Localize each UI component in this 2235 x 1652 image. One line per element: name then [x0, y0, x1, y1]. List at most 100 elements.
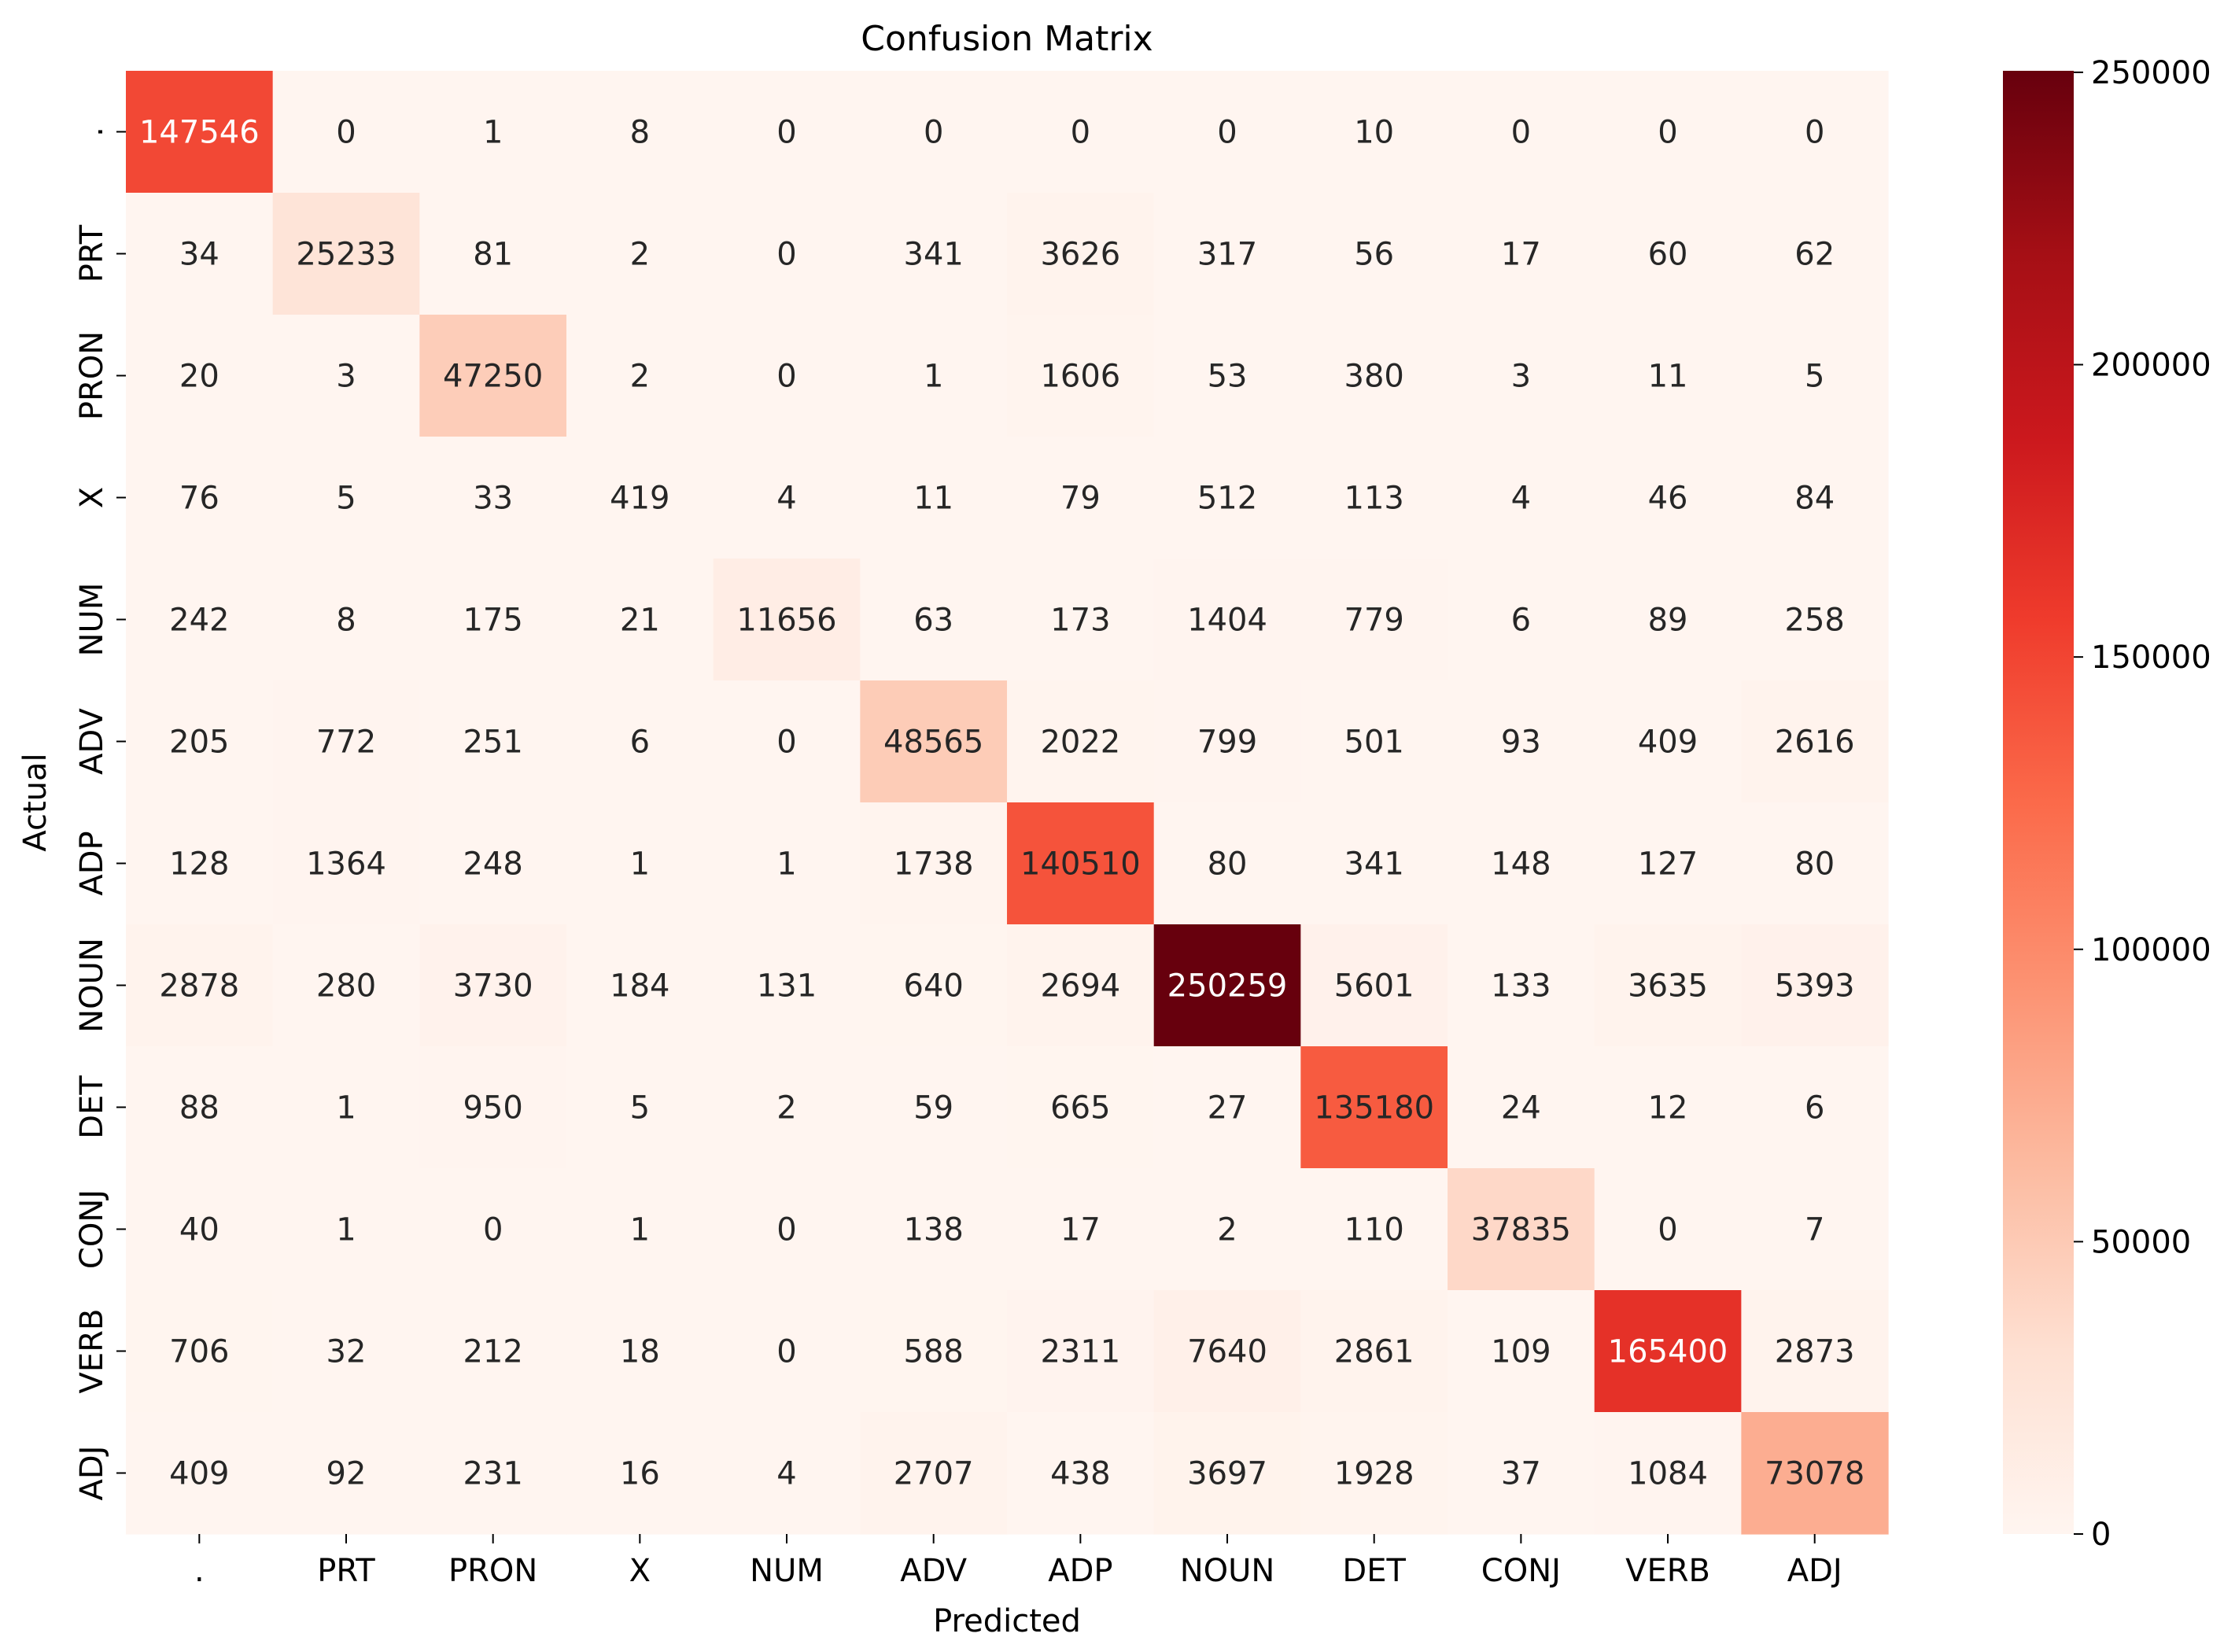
- heatmap-cell: [713, 193, 861, 315]
- cell-value-label: 242: [169, 603, 229, 639]
- heatmap-cell: [713, 71, 861, 194]
- y-tick-label: PRON: [74, 331, 110, 420]
- heatmap-cell: [1153, 1168, 1301, 1291]
- heatmap-cell: [1007, 1290, 1155, 1413]
- cell-value-label: 47250: [443, 359, 543, 395]
- heatmap-cell: [419, 1290, 567, 1413]
- cell-value-label: 1: [776, 846, 796, 883]
- heatmap-cell: [1448, 71, 1595, 194]
- colorbar-tick-label: 150000: [2091, 640, 2211, 676]
- heatmap-cell: [1448, 315, 1595, 437]
- heatmap-cell: [419, 924, 567, 1047]
- cell-value-label: 950: [463, 1090, 522, 1127]
- y-tick-label: ADP: [74, 831, 110, 895]
- cell-value-label: 0: [336, 115, 356, 151]
- cell-value-label: 6: [1511, 603, 1531, 639]
- y-tick-label: CONJ: [74, 1189, 110, 1269]
- x-tick-label: NOUN: [1180, 1553, 1275, 1589]
- cell-value-label: 409: [169, 1456, 229, 1492]
- heatmap-cell: [1448, 193, 1595, 315]
- colorbar-tick-label: 250000: [2091, 55, 2211, 91]
- cell-value-label: 127: [1638, 846, 1698, 883]
- heatmap-cell: [1594, 1412, 1742, 1535]
- cell-value-label: 73078: [1765, 1456, 1864, 1492]
- heatmap-cell: [1741, 71, 1889, 194]
- cell-value-label: 317: [1197, 237, 1257, 273]
- heatmap-cell: [1594, 1290, 1742, 1413]
- heatmap-cell: [713, 1290, 861, 1413]
- heatmap-cell: [1007, 924, 1155, 1047]
- heatmap-cell: [1594, 1168, 1742, 1291]
- heatmap-cell: [126, 680, 274, 803]
- cell-value-label: 3: [336, 359, 356, 395]
- heatmap-cell: [419, 437, 567, 559]
- x-tick-label: X: [629, 1553, 651, 1589]
- cell-value-label: 1928: [1334, 1456, 1414, 1492]
- cell-value-label: 128: [169, 846, 229, 883]
- heatmap-cell: [860, 924, 1008, 1047]
- y-tick-label: NOUN: [74, 938, 110, 1033]
- heatmap-cell: [419, 1412, 567, 1535]
- cell-value-label: 1738: [894, 846, 974, 883]
- heatmap-cell: [566, 559, 714, 681]
- cell-value-label: 2311: [1040, 1334, 1120, 1370]
- cell-value-label: 1: [483, 115, 503, 151]
- heatmap-cell: [1153, 680, 1301, 803]
- cell-value-label: 6: [1805, 1090, 1824, 1127]
- heatmap-cell: [126, 1168, 274, 1291]
- cell-value-label: 135180: [1314, 1090, 1434, 1127]
- cell-value-label: 409: [1638, 725, 1698, 761]
- heatmap-cell: [126, 802, 274, 925]
- heatmap-cell: [1300, 802, 1448, 925]
- cell-value-label: 7640: [1187, 1334, 1267, 1370]
- cell-value-label: 11656: [736, 603, 836, 639]
- cell-value-label: 37: [1501, 1456, 1541, 1492]
- y-tick-label: .: [74, 127, 110, 137]
- heatmap-cell: [1594, 559, 1742, 681]
- cell-value-label: 59: [913, 1090, 953, 1127]
- cell-value-label: 133: [1491, 968, 1551, 1005]
- x-axis-ticks: . PRT PRON X NUM ADV ADP NOUN DET CONJ VERB ADJ: [194, 1534, 1842, 1589]
- cell-value-label: 5: [1805, 359, 1824, 395]
- cell-value-label: 341: [904, 237, 964, 273]
- heatmap-cell: [1594, 71, 1742, 194]
- cell-value-label: 6: [630, 725, 650, 761]
- heatmap-cell: [860, 680, 1008, 803]
- x-tick-label: DET: [1342, 1553, 1406, 1589]
- heatmap-cell: [1007, 1412, 1155, 1535]
- heatmap-cell: [1448, 559, 1595, 681]
- cell-value-label: 231: [463, 1456, 522, 1492]
- cell-value-label: 4: [776, 481, 796, 517]
- cell-value-label: 2: [1217, 1212, 1237, 1248]
- cell-value-label: 0: [1658, 115, 1677, 151]
- heatmap-cell: [272, 924, 420, 1047]
- heatmap-cell: [126, 1046, 274, 1169]
- cell-value-label: 33: [473, 481, 513, 517]
- heatmap-cell: [272, 1046, 420, 1169]
- cell-value-label: 17: [1060, 1212, 1101, 1248]
- colorbar-tick-label: 0: [2091, 1517, 2111, 1553]
- cell-value-label: 5: [630, 1090, 650, 1127]
- cell-value-label: 1: [630, 1212, 650, 1248]
- heatmap-cell: [1153, 1290, 1301, 1413]
- cell-value-label: 3697: [1187, 1456, 1267, 1492]
- heatmap-cell: [1007, 802, 1155, 925]
- heatmap-cell: [566, 1412, 714, 1535]
- cell-value-label: 173: [1050, 603, 1110, 639]
- heatmap-cell: [1741, 315, 1889, 437]
- cell-value-label: 250259: [1167, 968, 1288, 1005]
- heatmap-cell: [419, 1046, 567, 1169]
- heatmap-cell: [272, 1412, 420, 1535]
- cell-value-label: 2: [630, 359, 650, 395]
- heatmap-cell: [1448, 802, 1595, 925]
- cell-value-label: 1: [336, 1090, 356, 1127]
- cell-value-label: 25233: [296, 237, 396, 273]
- cell-value-label: 11: [913, 481, 953, 517]
- cell-value-label: 3626: [1040, 237, 1120, 273]
- heatmap-cell: [126, 193, 274, 315]
- y-tick-label: ADV: [74, 707, 110, 774]
- heatmap-cell: [126, 315, 274, 437]
- heatmap-cell: [860, 802, 1008, 925]
